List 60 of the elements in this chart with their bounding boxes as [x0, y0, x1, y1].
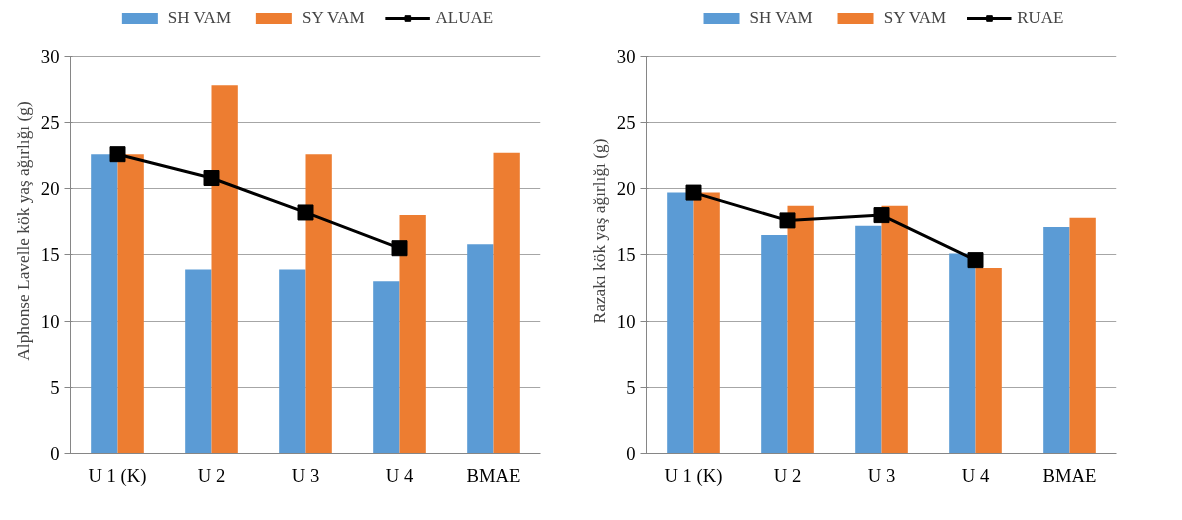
y-tick-label: 10 — [616, 310, 636, 332]
point — [685, 184, 702, 201]
bar — [91, 154, 118, 454]
bar — [881, 205, 908, 454]
y-tick-label: 20 — [616, 178, 636, 200]
bar — [399, 215, 426, 454]
bar — [211, 85, 238, 454]
point — [873, 207, 890, 224]
x-tick-label: BMAE — [1042, 464, 1097, 486]
point — [391, 240, 408, 257]
bar — [467, 244, 494, 454]
y-tick-label: 30 — [616, 45, 636, 67]
x-tick-label: U 3 — [867, 464, 896, 486]
bar — [373, 281, 400, 454]
x-tick-label: U 2 — [197, 464, 226, 486]
bar — [975, 268, 1002, 454]
y-axis-title: Razakı kök yaş ağırlığı (g) — [589, 138, 609, 324]
bar — [279, 269, 306, 454]
bar — [855, 225, 882, 454]
point — [967, 252, 984, 269]
bar — [493, 152, 520, 454]
y-tick-label: 0 — [626, 443, 636, 464]
point — [779, 212, 796, 229]
bar — [761, 234, 788, 454]
y-tick-label: 15 — [616, 244, 636, 266]
x-tick-label: U 2 — [773, 464, 802, 486]
y-axis-title: Alphonse Lavelle kök yaş ağırlığı (g) — [13, 101, 33, 361]
x-tick-label: U 4 — [961, 464, 990, 486]
y-tick-label: 0 — [50, 443, 60, 464]
legend-label: RUAE — [1017, 8, 1064, 28]
y-tick-label: 25 — [616, 111, 636, 133]
x-tick-label: U 1 (K) — [88, 464, 147, 487]
legend-label: SY VAM — [883, 8, 947, 28]
x-tick-label: U 4 — [385, 464, 414, 486]
bar — [667, 192, 694, 454]
point — [297, 204, 314, 221]
bar — [1069, 217, 1096, 454]
legend-label: SH VAM — [167, 8, 232, 28]
y-tick-label: 20 — [40, 178, 60, 200]
y-tick-label: 15 — [40, 244, 60, 266]
point — [109, 146, 126, 163]
bar — [693, 192, 720, 454]
legend-label: ALUAE — [435, 8, 494, 28]
y-tick-label: 10 — [40, 310, 60, 332]
y-tick-label: 5 — [50, 376, 60, 398]
x-tick-label: U 1 (K) — [664, 464, 723, 487]
bar — [787, 205, 814, 454]
x-tick-label: BMAE — [466, 464, 521, 486]
legend-label: SH VAM — [749, 8, 813, 28]
y-tick-label: 25 — [40, 111, 60, 133]
x-tick-label: U 3 — [291, 464, 320, 486]
bar — [305, 154, 332, 454]
y-tick-label: 5 — [626, 376, 636, 398]
legend-label: SY VAM — [302, 8, 365, 28]
y-tick-label: 30 — [40, 45, 60, 67]
bar — [117, 154, 144, 454]
bar — [185, 269, 212, 454]
bar — [1043, 227, 1070, 454]
bar — [949, 253, 976, 454]
point — [203, 170, 220, 187]
